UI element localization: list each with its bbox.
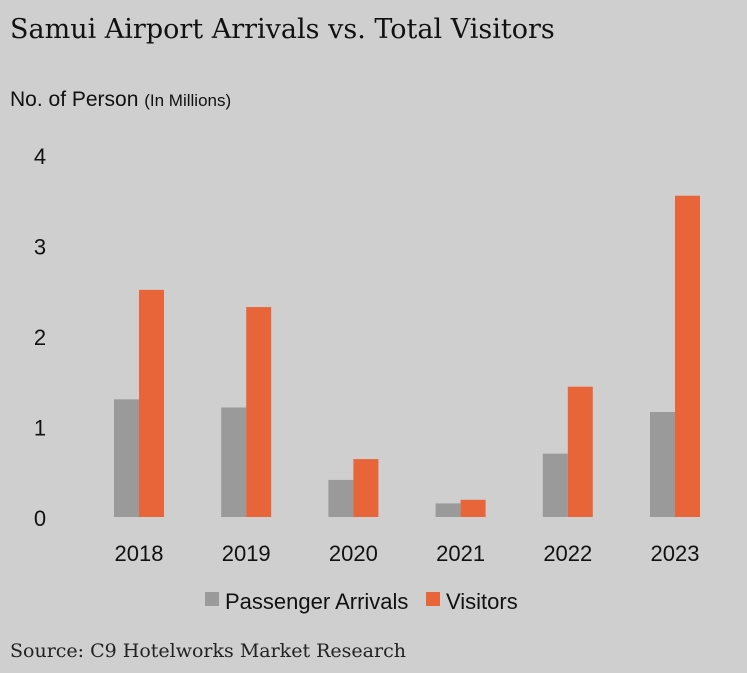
x-tick-label: 2023 — [651, 541, 700, 566]
bar-passenger-arrivals — [114, 399, 139, 517]
x-tick-label: 2019 — [222, 541, 271, 566]
unit-label: No. of Person (In Millions) — [10, 88, 231, 112]
legend-swatch-visitors — [426, 592, 440, 606]
y-tick-label: 3 — [34, 235, 46, 260]
bar-visitors — [675, 195, 700, 517]
y-tick-label: 1 — [34, 416, 46, 441]
x-axis-labels: 2018 2019 2020 2021 2022 2023 — [115, 541, 700, 566]
bar-passenger-arrivals — [542, 453, 568, 517]
y-axis-ticks: 0 1 2 3 4 — [34, 144, 46, 531]
bar-passenger-arrivals — [650, 412, 675, 517]
unit-label-main: No. of Person — [10, 88, 145, 111]
x-tick-label: 2018 — [115, 541, 164, 566]
chart-title: Samui Airport Arrivals vs. Total Visitor… — [10, 14, 555, 45]
legend-label-visitors: Visitors — [446, 589, 518, 614]
y-tick-label: 0 — [34, 506, 46, 531]
x-tick-label: 2021 — [436, 541, 485, 566]
bars — [114, 195, 700, 517]
unit-label-paren: (In Millions) — [144, 91, 232, 110]
x-tick-label: 2022 — [543, 541, 592, 566]
bar-visitors — [567, 386, 593, 517]
x-tick-label: 2020 — [329, 541, 378, 566]
bar-passenger-arrivals — [435, 503, 461, 517]
bar-passenger-arrivals — [221, 407, 247, 517]
bar-visitors — [246, 307, 272, 517]
bar-visitors — [353, 459, 379, 517]
bar-passenger-arrivals — [328, 479, 354, 517]
legend-label-passenger-arrivals: Passenger Arrivals — [225, 589, 408, 614]
y-tick-label: 4 — [34, 144, 46, 169]
legend: Passenger Arrivals Visitors — [205, 589, 518, 614]
bar-visitors — [139, 289, 164, 517]
y-tick-label: 2 — [34, 325, 46, 350]
bar-visitors — [460, 499, 486, 517]
legend-swatch-passenger-arrivals — [205, 592, 219, 606]
source-note: Source: C9 Hotelworks Market Research — [10, 640, 406, 662]
